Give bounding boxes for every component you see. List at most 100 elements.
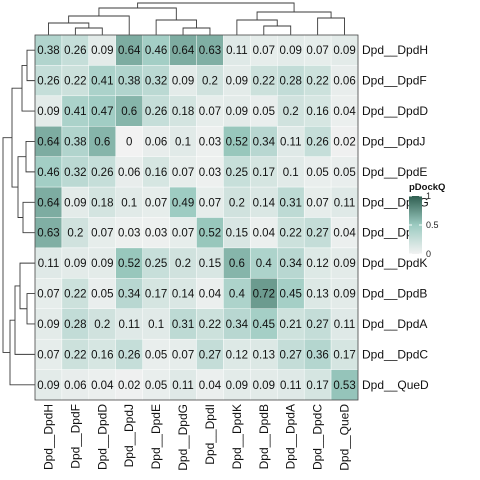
heatmap-cell	[142, 278, 170, 309]
heatmap-cell	[34, 186, 63, 218]
cell-value-label: 0.09	[226, 106, 248, 118]
cell-value-label: 0.09	[333, 45, 355, 57]
cell-value-label: 0.34	[118, 289, 141, 301]
cell-value-label: 0.05	[145, 380, 167, 392]
cell-value-label: 0.16	[306, 106, 328, 118]
heatmap-cell	[88, 369, 116, 401]
cell-value-label: 0.13	[253, 349, 275, 361]
cell-value-label: 0.11	[334, 319, 356, 331]
heatmap-cell	[115, 156, 143, 188]
cell-value-label: 0.64	[118, 45, 141, 57]
heatmap-cell	[169, 369, 197, 401]
heatmap-cell	[303, 65, 332, 97]
legend-tick-label: 0.5	[426, 220, 439, 230]
heatmap-cell	[223, 369, 251, 401]
heatmap-cell	[196, 95, 224, 127]
cell-value-label: 0.22	[253, 76, 275, 88]
heatmap-cell	[250, 369, 278, 401]
column-label: Dpd__DpdC	[311, 404, 325, 470]
heatmap-cell	[223, 217, 251, 249]
cell-value-label: 0.04	[333, 228, 356, 240]
cell-value-label: 0.1	[121, 197, 137, 209]
heatmap-cell	[277, 308, 305, 340]
column-label: Dpd__DpdH	[41, 404, 55, 470]
cell-value-label: 0.07	[306, 45, 328, 57]
heatmap-cell	[88, 278, 116, 309]
dendrogram-branch	[19, 262, 35, 310]
cell-value-label: 0.04	[333, 106, 356, 118]
cell-value-label: 0.53	[333, 380, 355, 392]
cell-value-label: 0.32	[64, 167, 86, 179]
cell-value-label: 0.07	[253, 45, 275, 57]
cell-value-label: 0	[126, 136, 132, 148]
cell-value-label: 0.4	[256, 258, 273, 270]
row-label: Dpd__DpdA	[362, 317, 427, 331]
heatmap-cell	[34, 338, 63, 370]
cell-value-label: 0.28	[280, 76, 302, 88]
heatmap-cell	[223, 156, 251, 188]
heatmap-cell	[169, 34, 197, 66]
heatmap-cell	[115, 308, 143, 340]
cell-value-label: 0.05	[306, 167, 328, 179]
dendrogram-branch	[74, 27, 103, 35]
heatmap-cell	[61, 369, 90, 401]
cell-value-label: 0.21	[280, 319, 302, 331]
heatmap-cell	[330, 338, 359, 370]
heatmap-cell	[250, 95, 278, 127]
cell-value-label: 0.05	[91, 289, 113, 301]
cell-value-label: 0.06	[64, 380, 86, 392]
cell-value-label: 0.28	[64, 319, 86, 331]
cell-value-label: 0.11	[118, 319, 140, 331]
cell-value-label: 0.04	[199, 289, 222, 301]
cell-value-label: 0.15	[199, 258, 221, 270]
cell-value-label: 0.26	[118, 349, 140, 361]
cell-value-label: 0.13	[306, 289, 328, 301]
heatmap-cell	[88, 156, 116, 188]
cell-value-label: 0.31	[172, 319, 194, 331]
heatmap-cell	[169, 65, 197, 97]
heatmap-cell	[277, 34, 305, 66]
heatmap-cell	[88, 186, 116, 218]
column-label: Dpd__DpdE	[149, 404, 163, 469]
cell-value-label: 0.26	[37, 76, 59, 88]
cell-value-label: 0.31	[280, 197, 302, 209]
cell-value-label: 0.11	[172, 380, 194, 392]
row-label: Dpd__DpdE	[362, 165, 427, 179]
row-label: Dpd__DpdK	[362, 256, 427, 270]
heatmap-cells: 0.38 0.26 0.09 0.64 0.46 0.64 0.63 0.11 0.07 0.09…	[34, 34, 359, 401]
cell-value-label: 0.38	[64, 136, 86, 148]
heatmap-cell	[330, 34, 359, 66]
heatmap-cell	[250, 34, 278, 66]
cell-value-label: 0.09	[333, 289, 355, 301]
row-label: Dpd__QueD	[362, 378, 429, 392]
dendrogram-branch	[22, 201, 35, 234]
heatmap-cell	[196, 338, 224, 370]
heatmap-cell	[303, 247, 332, 279]
column-label: Dpd__DpdI	[203, 404, 217, 465]
cell-value-label: 0.17	[306, 380, 328, 392]
heatmap-cell	[223, 34, 251, 66]
cell-value-label: 0.2	[229, 197, 245, 209]
heatmap-cell	[223, 95, 251, 127]
cell-value-label: 0.22	[306, 76, 328, 88]
cell-value-label: 0.12	[306, 258, 328, 270]
cell-value-label: 0.46	[145, 45, 167, 57]
cell-value-label: 0.2	[283, 106, 299, 118]
cell-value-label: 0.09	[280, 45, 302, 57]
cell-value-label: 0.38	[37, 45, 59, 57]
column-label: Dpd__DpdK	[230, 404, 244, 469]
heatmap-cell	[34, 95, 63, 127]
cell-value-label: 0.2	[175, 258, 191, 270]
cell-value-label: 0.27	[306, 319, 328, 331]
cell-value-label: 0.07	[172, 228, 194, 240]
dendrogram-branch	[26, 49, 35, 82]
heatmap-cell	[196, 65, 224, 97]
heatmap-cell	[250, 308, 278, 340]
heatmap-cell	[196, 156, 224, 188]
cell-value-label: 0.22	[280, 228, 302, 240]
cell-value-label: 0.52	[118, 258, 140, 270]
cell-value-label: 0.41	[91, 76, 113, 88]
heatmap-cell	[34, 278, 63, 309]
cell-value-label: 0.64	[37, 136, 60, 148]
cell-value-label: 0.17	[333, 349, 355, 361]
